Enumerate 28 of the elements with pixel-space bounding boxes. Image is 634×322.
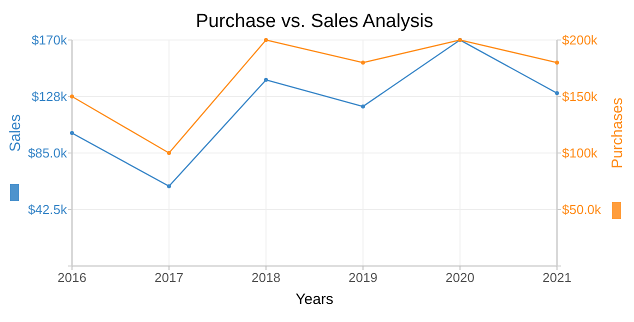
y2-tick-label: $100k [562, 146, 598, 161]
x-axis-title: Years [296, 291, 334, 308]
y2-tick-label: $200k [562, 32, 598, 48]
point [555, 91, 559, 96]
y-tick-label: $42.5k [28, 202, 68, 218]
y-tick-label: $85.0k [28, 146, 68, 161]
point [167, 184, 171, 188]
x-tick-label: 2017 [154, 270, 184, 285]
y-axis-title: Sales [7, 114, 24, 152]
point [555, 60, 559, 65]
y2-axis-title: Purchases [609, 98, 626, 168]
x-tick-label: 2019 [348, 270, 378, 285]
y-tick-label: $170k [32, 32, 68, 48]
point [70, 94, 74, 98]
y2-tick-label: $50.0k [562, 202, 602, 218]
y-tick-label: $128k [32, 89, 68, 104]
point [264, 38, 268, 42]
point [70, 131, 74, 136]
x-tick-label: 2020 [446, 270, 474, 285]
point [167, 151, 171, 155]
point [361, 104, 365, 108]
point [361, 60, 365, 65]
chart-title: Purchase vs. Sales Analysis [196, 11, 434, 32]
y2-tick-label: $150k [562, 89, 598, 104]
x-tick-label: 2018 [252, 270, 280, 285]
x-tick-label: 2021 [542, 270, 572, 285]
x-tick-label: 2016 [58, 270, 86, 285]
point [264, 78, 268, 82]
